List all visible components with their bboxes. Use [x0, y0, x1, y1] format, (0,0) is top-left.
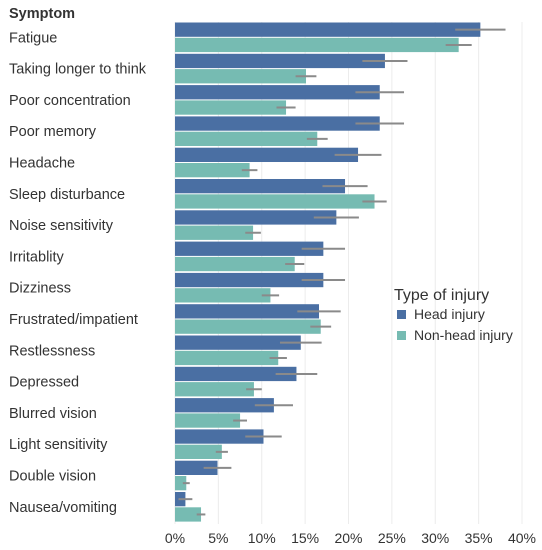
y-tick-label: Poor concentration	[9, 93, 131, 109]
y-axis-labels: Fatigue Taking longer to think Poor concen…	[9, 30, 147, 516]
x-tick-label: 5%	[208, 530, 228, 546]
bar-non-head-injury-headache	[175, 163, 250, 178]
bar-non-head-injury-restlessness	[175, 350, 279, 366]
y-tick-label: Double vision	[9, 469, 96, 485]
bar-non-head-injury-taking-longer-to-think	[175, 69, 306, 84]
bar-non-head-injury-noise-sensitivity	[175, 225, 254, 240]
bar-head-injury-noise-sensitivity	[175, 210, 337, 225]
bar-head-injury-poor-memory	[175, 116, 380, 131]
y-tick-label: Blurred vision	[9, 406, 97, 422]
x-axis-labels: 0% 5% 10% 15% 20% 25% 30% 35% 40%	[165, 530, 536, 546]
y-tick-label: Sleep disturbance	[9, 187, 125, 203]
bar-head-injury-headache	[175, 147, 359, 162]
x-tick-label: 15%	[291, 530, 319, 546]
bar-non-head-injury-sleep-disturbance	[175, 194, 375, 209]
bar-head-injury-poor-concentration	[175, 85, 380, 100]
bar-non-head-injury-fatigue	[175, 37, 459, 53]
bar-non-head-injury-poor-memory	[175, 131, 318, 146]
bar-head-injury-restlessness	[175, 335, 301, 350]
y-tick-label: Frustrated/impatient	[9, 312, 138, 328]
bar-head-injury-frustrated-impatient	[175, 304, 320, 319]
y-tick-label: Headache	[9, 156, 75, 172]
y-tick-label: Noise sensitivity	[9, 218, 114, 234]
bar-head-injury-light-sensitivity	[175, 429, 264, 444]
legend-swatch-non-head-injury	[397, 331, 406, 340]
legend-label-head-injury: Head injury	[414, 306, 485, 322]
bar-head-injury-blurred-vision	[175, 398, 274, 413]
bar-non-head-injury-double-vision	[175, 476, 187, 491]
y-tick-label: Dizziness	[9, 281, 71, 297]
y-tick-label: Poor memory	[9, 124, 97, 140]
x-tick-label: 25%	[378, 530, 406, 546]
bar-non-head-injury-irritablity	[175, 256, 295, 272]
bar-head-injury-depressed	[175, 366, 297, 382]
bar-non-head-injury-depressed	[175, 382, 254, 397]
y-tick-label: Depressed	[9, 375, 79, 391]
legend-label-non-head-injury: Non-head injury	[414, 327, 513, 343]
y-tick-label: Fatigue	[9, 30, 57, 46]
bars	[175, 22, 481, 522]
y-tick-label: Restlessness	[9, 343, 95, 359]
bar-head-injury-irritablity	[175, 241, 324, 256]
x-tick-label: 10%	[248, 530, 276, 546]
error-bars	[178, 28, 506, 516]
legend-swatch-head-injury	[397, 310, 406, 319]
legend-title: Type of injury	[394, 287, 489, 304]
bar-non-head-injury-poor-concentration	[175, 100, 287, 115]
y-tick-label: Nausea/vomiting	[9, 500, 117, 516]
bar-head-injury-fatigue	[175, 22, 481, 37]
x-tick-label: 0%	[165, 530, 185, 546]
x-tick-label: 30%	[421, 530, 449, 546]
y-tick-label: Taking longer to think	[9, 62, 147, 78]
bar-head-injury-dizziness	[175, 272, 324, 288]
bar-non-head-injury-dizziness	[175, 288, 271, 303]
x-tick-label: 40%	[508, 530, 536, 546]
bar-head-injury-double-vision	[175, 460, 218, 475]
y-tick-label: Light sensitivity	[9, 437, 108, 453]
bar-head-injury-taking-longer-to-think	[175, 53, 385, 69]
bar-head-injury-sleep-disturbance	[175, 179, 346, 194]
y-axis-title: Symptom	[9, 6, 75, 22]
legend: Type of injury Head injury Non-head inju…	[394, 287, 513, 343]
y-tick-label: Irritablity	[9, 249, 65, 265]
x-tick-label: 20%	[334, 530, 362, 546]
bar-non-head-injury-frustrated-impatient	[175, 319, 321, 334]
x-tick-label: 35%	[465, 530, 493, 546]
bar-non-head-injury-light-sensitivity	[175, 444, 222, 459]
bar-non-head-injury-nausea-vomiting	[175, 507, 202, 522]
bar-non-head-injury-blurred-vision	[175, 413, 241, 428]
